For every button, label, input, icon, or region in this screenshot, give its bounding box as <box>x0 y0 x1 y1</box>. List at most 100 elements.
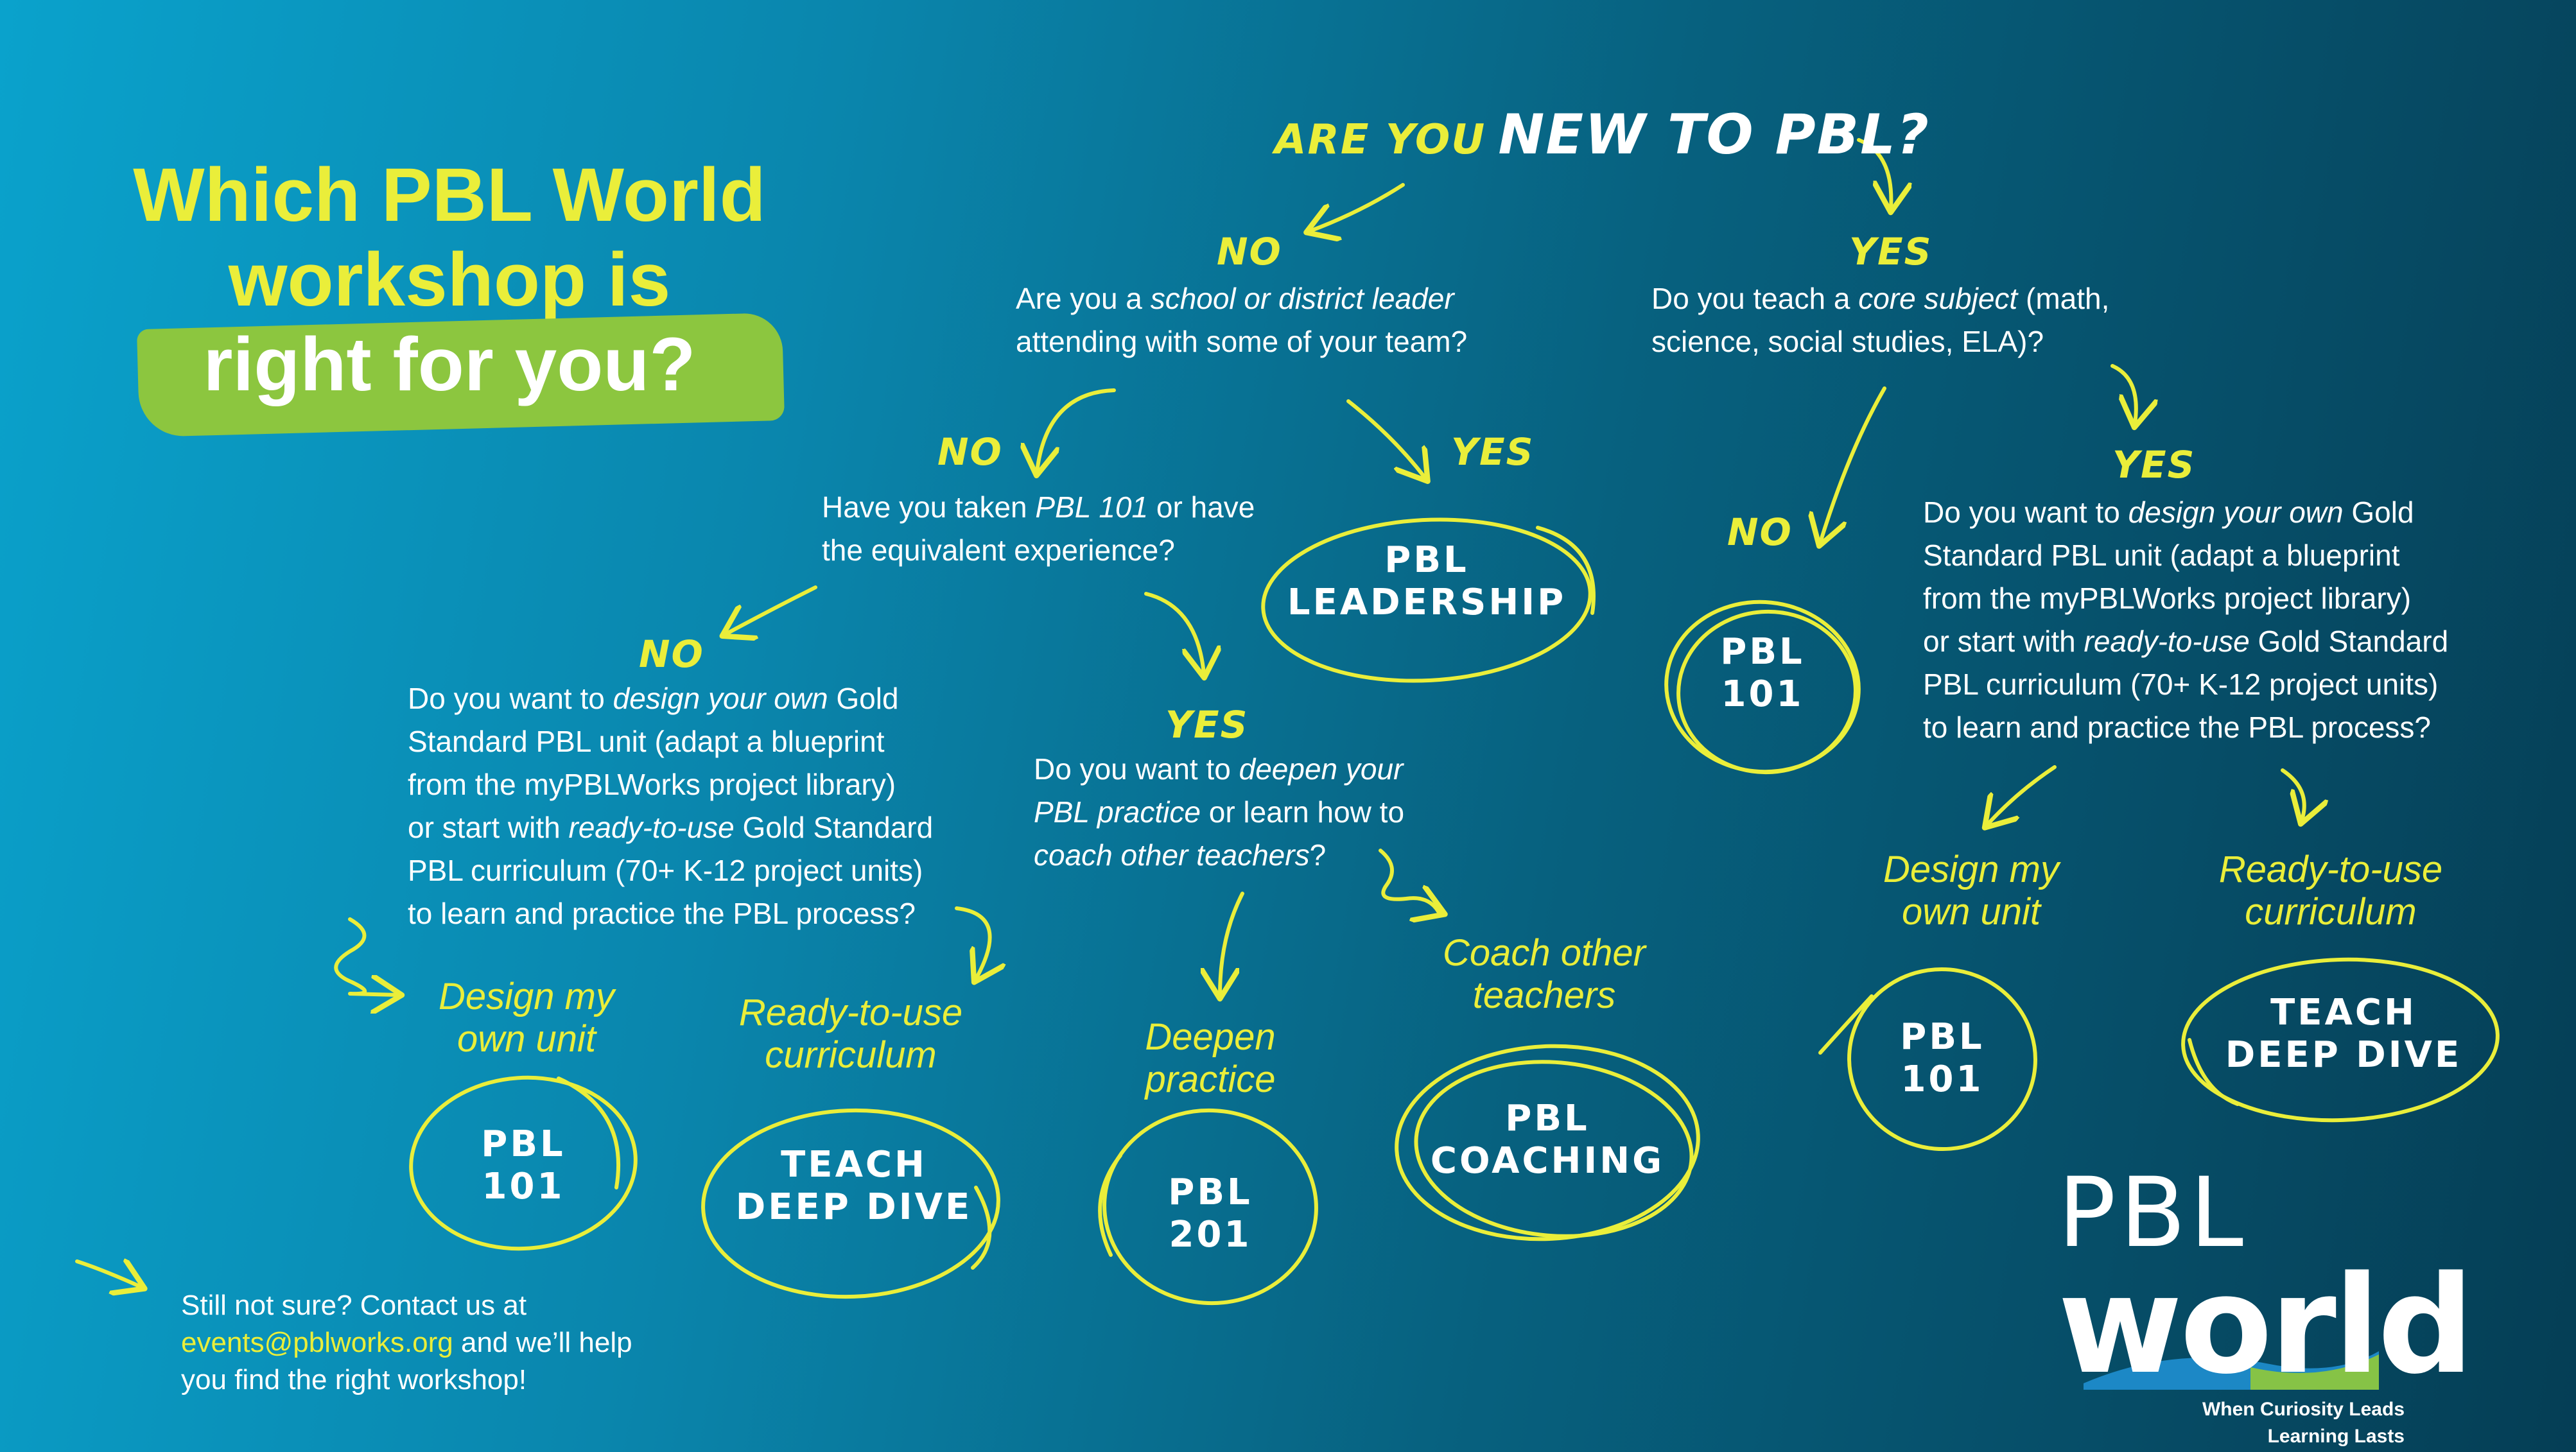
option-deepen-line-1: Deepen <box>1145 1016 1276 1058</box>
result-pbl101-right: PBL 101 <box>1669 631 1856 716</box>
question-design-right-line-4a: or start with <box>1923 625 2084 658</box>
logo-swoosh-icon <box>2084 1351 2379 1390</box>
circle-teach-right <box>2181 957 2500 1123</box>
arrow-root-yes <box>1857 138 1891 209</box>
question-design-left-line-2: Standard PBL unit (adapt a blueprint <box>408 725 885 758</box>
logo-world-wordmark: world <box>2058 1247 2474 1404</box>
option-design-left: Design my own unit <box>405 976 648 1060</box>
result-pbl101-bottom-right-line-1: PBL <box>1900 1016 1985 1058</box>
title-line-2: workshop is <box>228 238 671 322</box>
question-deepen-emphasis-3: coach other teachers <box>1034 838 1310 872</box>
arrow-coach-squiggle <box>1379 849 1441 913</box>
result-pbl101-bottom-right: PBL 101 <box>1849 1016 2035 1101</box>
option-coach-line-1: Coach other <box>1443 932 1646 974</box>
result-teach-right-line-2: DEEP DIVE <box>2225 1034 2462 1076</box>
arrow-deepen <box>1220 892 1244 995</box>
circle-pbl-leadership <box>1261 517 1592 683</box>
question-deepen: Do you want to deepen your PBL practice … <box>1034 748 1404 877</box>
option-design-left-line-2: own unit <box>457 1018 596 1060</box>
circle-pbl101-bottom-right <box>1847 967 2037 1152</box>
result-pbl101-left-line-1: PBL <box>481 1123 566 1165</box>
option-coach-line-2: teachers <box>1472 974 1616 1016</box>
title-line-3: right for you? <box>203 322 696 407</box>
contact-email-link[interactable]: events@pblworks.org <box>181 1327 453 1358</box>
result-pbl101-left: PBL 101 <box>430 1123 616 1208</box>
label-yes-root: YES <box>1849 230 1933 273</box>
result-pbl-leadership: PBL LEADERSHIP <box>1260 539 1594 624</box>
question-leader-text-1: Are you a <box>1016 282 1151 315</box>
question-design-right-line-4b: Gold Standard <box>2249 625 2449 658</box>
root-question: ARE YOU NEW TO PBL? <box>1275 103 1930 167</box>
question-pbl101-emphasis: PBL 101 <box>1035 490 1149 524</box>
question-design-left-emphasis-1: design your own <box>613 682 828 715</box>
result-pbl201-line-1: PBL <box>1168 1171 1253 1213</box>
question-design-left-emphasis-2: ready-to-use <box>568 811 735 844</box>
option-coach: Coach other teachers <box>1419 932 1669 1017</box>
question-design-right-line-1a: Do you want to <box>1923 496 2128 529</box>
question-design-right-line-2: Standard PBL unit (adapt a blueprint <box>1923 539 2400 572</box>
pbl-world-logo: PBL world When Curiosity Leads Learning … <box>2058 1157 2474 1450</box>
option-ready-right: Ready-to-use curriculum <box>2202 849 2459 933</box>
question-deepen-line-3b: ? <box>1309 838 1327 872</box>
logo-world-text: world <box>2058 1258 2474 1393</box>
arrow-pbl101-no <box>726 585 817 634</box>
arrow-design-ready <box>955 906 990 979</box>
root-question-main: NEW TO PBL? <box>1498 103 1930 167</box>
label-yes-leader: YES <box>1451 430 1535 474</box>
footer-line-2: and we’ll help <box>453 1327 632 1358</box>
question-design-left-line-5: PBL curriculum (70+ K-12 project units) <box>408 854 923 887</box>
question-design-left-line-1b: Gold <box>828 682 899 715</box>
result-pbl-leadership-line-2: LEADERSHIP <box>1287 582 1567 623</box>
label-yes-pbl101: YES <box>1165 703 1249 747</box>
question-pbl101: Have you taken PBL 101 or have the equiv… <box>822 486 1255 572</box>
logo-tagline: When Curiosity Leads Learning Lasts <box>2058 1396 2405 1450</box>
question-design-right-line-1b: Gold <box>2343 496 2414 529</box>
arrow-root-no <box>1310 183 1405 231</box>
question-design-left-line-4a: or start with <box>408 811 569 844</box>
arrow-right-ready <box>2281 768 2304 820</box>
option-design-right-line-2: own unit <box>1901 891 2041 933</box>
circle-pbl101-left <box>409 1075 638 1251</box>
option-deepen-line-2: practice <box>1145 1059 1276 1100</box>
footer-contact: Still not sure? Contact us at events@pbl… <box>181 1287 632 1399</box>
option-ready-left-line-1: Ready-to-use <box>738 992 963 1033</box>
label-yes-core: YES <box>2112 443 2196 487</box>
option-design-right-line-1: Design my <box>1883 849 2059 890</box>
question-leader: Are you a school or district leader atte… <box>1016 277 1467 363</box>
arrow-design-squiggle <box>334 917 398 995</box>
arrow-right-design <box>1987 765 2057 825</box>
result-pbl-coaching: PBL COACHING <box>1406 1098 1689 1182</box>
question-core-subject: Do you teach a core subject (math, scien… <box>1651 277 2109 363</box>
circle-teach-left <box>701 1108 1000 1299</box>
footer-line-3: you find the right workshop! <box>181 1364 527 1396</box>
option-ready-right-line-2: curriculum <box>2245 891 2417 933</box>
option-ready-left-line-2: curriculum <box>765 1034 937 1076</box>
result-pbl201-line-2: 201 <box>1169 1214 1252 1256</box>
question-deepen-line-1a: Do you want to <box>1034 752 1239 786</box>
footer-line-1: Still not sure? Contact us at <box>181 1290 527 1321</box>
question-design-right-line-6: to learn and practice the PBL process? <box>1923 711 2431 744</box>
result-teach-deep-dive-right: TEACH DEEP DIVE <box>2212 992 2475 1076</box>
question-design-right-line-5: PBL curriculum (70+ K-12 project units) <box>1923 668 2439 701</box>
option-design-left-line-1: Design my <box>439 976 614 1017</box>
question-pbl101-text-3: the equivalent experience? <box>822 533 1175 567</box>
question-deepen-emphasis-1: deepen your <box>1239 752 1404 786</box>
question-design-right-emphasis-1: design your own <box>2128 496 2344 529</box>
question-core-text-3: science, social studies, ELA)? <box>1651 325 2044 358</box>
result-pbl-leadership-line-1: PBL <box>1384 539 1469 581</box>
question-design-left-line-1a: Do you want to <box>408 682 613 715</box>
question-design-left-line-4b: Gold Standard <box>734 811 934 844</box>
arrow-pbl101-yes <box>1144 592 1204 674</box>
arrow-leader-no <box>1037 388 1116 472</box>
logo-pbl-text: PBL <box>2058 1157 2247 1269</box>
question-design-right-emphasis-2: ready-to-use <box>2084 625 2250 658</box>
question-design-left: Do you want to design your own Gold Stan… <box>408 677 933 935</box>
result-teach-left-line-2: DEEP DIVE <box>735 1186 973 1228</box>
question-core-text-1: Do you teach a <box>1651 282 1859 315</box>
question-design-left-line-6: to learn and practice the PBL process? <box>408 897 916 930</box>
result-pbl101-right-line-1: PBL <box>1720 631 1805 673</box>
arrow-leader-yes <box>1346 399 1425 478</box>
question-pbl101-text-1: Have you taken <box>822 490 1036 524</box>
result-pbl-coaching-line-1: PBL <box>1505 1098 1590 1139</box>
circle-pbl201 <box>1102 1108 1318 1306</box>
